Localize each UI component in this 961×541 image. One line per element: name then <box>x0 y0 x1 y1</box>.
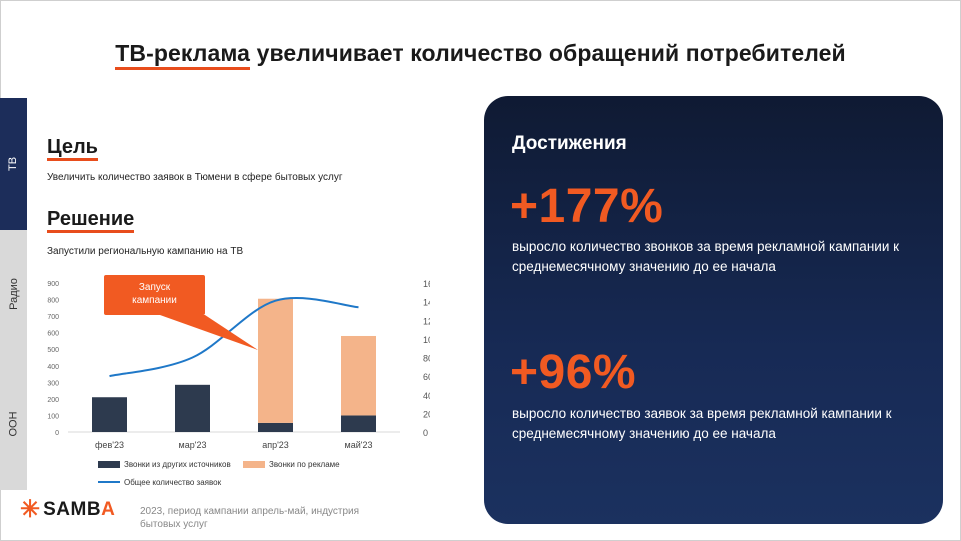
tab-tv-label: ТВ <box>7 156 20 172</box>
x-tick-label: май'23 <box>345 440 373 450</box>
achievements-panel <box>484 96 943 524</box>
callout-pointer <box>160 315 258 350</box>
calls-growth-value: +177% <box>510 180 664 233</box>
legend-swatch-ad-calls <box>243 461 265 468</box>
callout-line-1: Запуск <box>138 282 171 293</box>
samba-logo: ✳ SAMBA <box>20 498 115 522</box>
legend-label-other-calls: Звонки из других источников <box>124 460 231 469</box>
y-right-tick-label: 20 <box>423 409 430 419</box>
y-right-tick-label: 80 <box>423 354 430 364</box>
bar-segment <box>258 422 293 432</box>
legend-label-ad-calls: Звонки по рекламе <box>269 460 340 469</box>
y-left-tick-label: 400 <box>47 364 59 371</box>
y-right-tick-label: 40 <box>423 391 430 401</box>
callout-line-2: кампании <box>132 295 177 306</box>
y-right-tick-label: 0 <box>423 428 428 438</box>
tab-ooh[interactable]: OOH <box>0 358 27 490</box>
calls-growth-desc: выросло количество звонков за время рекл… <box>512 239 900 274</box>
logo-text-accent: A <box>101 499 116 520</box>
y-left-tick-label: 300 <box>47 380 59 387</box>
legend-label-total-requests: Общее количество заявок <box>124 478 222 487</box>
y-left-tick-label: 0 <box>55 430 59 437</box>
solution-heading: Решение <box>47 208 135 233</box>
tab-radio-label: Радио <box>7 278 20 310</box>
bar-segment <box>341 335 376 416</box>
tab-ooh-label: OOH <box>7 411 20 437</box>
goal-text: Увеличить количество заявок в Тюмени в с… <box>47 172 343 183</box>
y-right-tick-label: 60 <box>423 372 430 382</box>
y-left-tick-label: 800 <box>47 298 59 305</box>
solution-text: Запустили региональную кампанию на ТВ <box>47 246 244 257</box>
requests-growth-desc: выросло количество заявок за время рекла… <box>512 406 892 441</box>
y-left-tick-label: 700 <box>47 314 59 321</box>
bar-segment <box>341 415 376 432</box>
goal-heading: Цель <box>47 136 98 161</box>
y-left-tick-label: 100 <box>47 413 59 420</box>
y-right-tick-label: 120 <box>423 316 430 326</box>
x-tick-label: мар'23 <box>179 440 207 450</box>
y-left-tick-label: 600 <box>47 331 59 338</box>
y-left-tick-label: 200 <box>47 397 59 404</box>
x-tick-label: апр'23 <box>262 440 289 450</box>
tab-radio[interactable]: Радио <box>0 230 27 358</box>
legend-swatch-other-calls <box>98 461 120 468</box>
requests-growth-value: +96% <box>510 346 637 399</box>
achievements-title: Достижения <box>512 133 627 154</box>
bar-segment <box>175 384 210 432</box>
samba-logo-text: SAMBA <box>43 499 115 521</box>
tab-tv[interactable]: ТВ <box>0 98 27 230</box>
logo-text-main: SAMB <box>43 499 102 520</box>
y-left-tick-label: 500 <box>47 347 59 354</box>
y-left-tick-label: 900 <box>47 281 59 288</box>
footnote: 2023, период кампании апрель-май, индуст… <box>140 506 360 530</box>
y-right-tick-label: 140 <box>423 298 430 308</box>
samba-logo-mark: ✳ <box>20 496 41 523</box>
bar-segment <box>258 298 293 423</box>
side-tabs: ТВ Радио OOH <box>0 98 27 490</box>
page-title: ТВ-реклама увеличивает количество обраще… <box>0 40 961 70</box>
title-highlight: ТВ-реклама <box>115 40 251 70</box>
calls-chart: 0 100 200 300 400 500 600 700 800 900 0 20 40 60 80 100… <box>47 279 430 487</box>
title-rest: увеличивает количество обращений потреби… <box>250 40 846 66</box>
x-tick-label: фев'23 <box>95 440 124 450</box>
total-requests-line <box>109 297 359 378</box>
y-right-tick-label: 100 <box>423 335 430 345</box>
bar-segment <box>92 397 127 432</box>
campaign-launch-callout: Запуск кампании <box>104 275 205 315</box>
y-right-tick-label: 160 <box>423 279 430 289</box>
